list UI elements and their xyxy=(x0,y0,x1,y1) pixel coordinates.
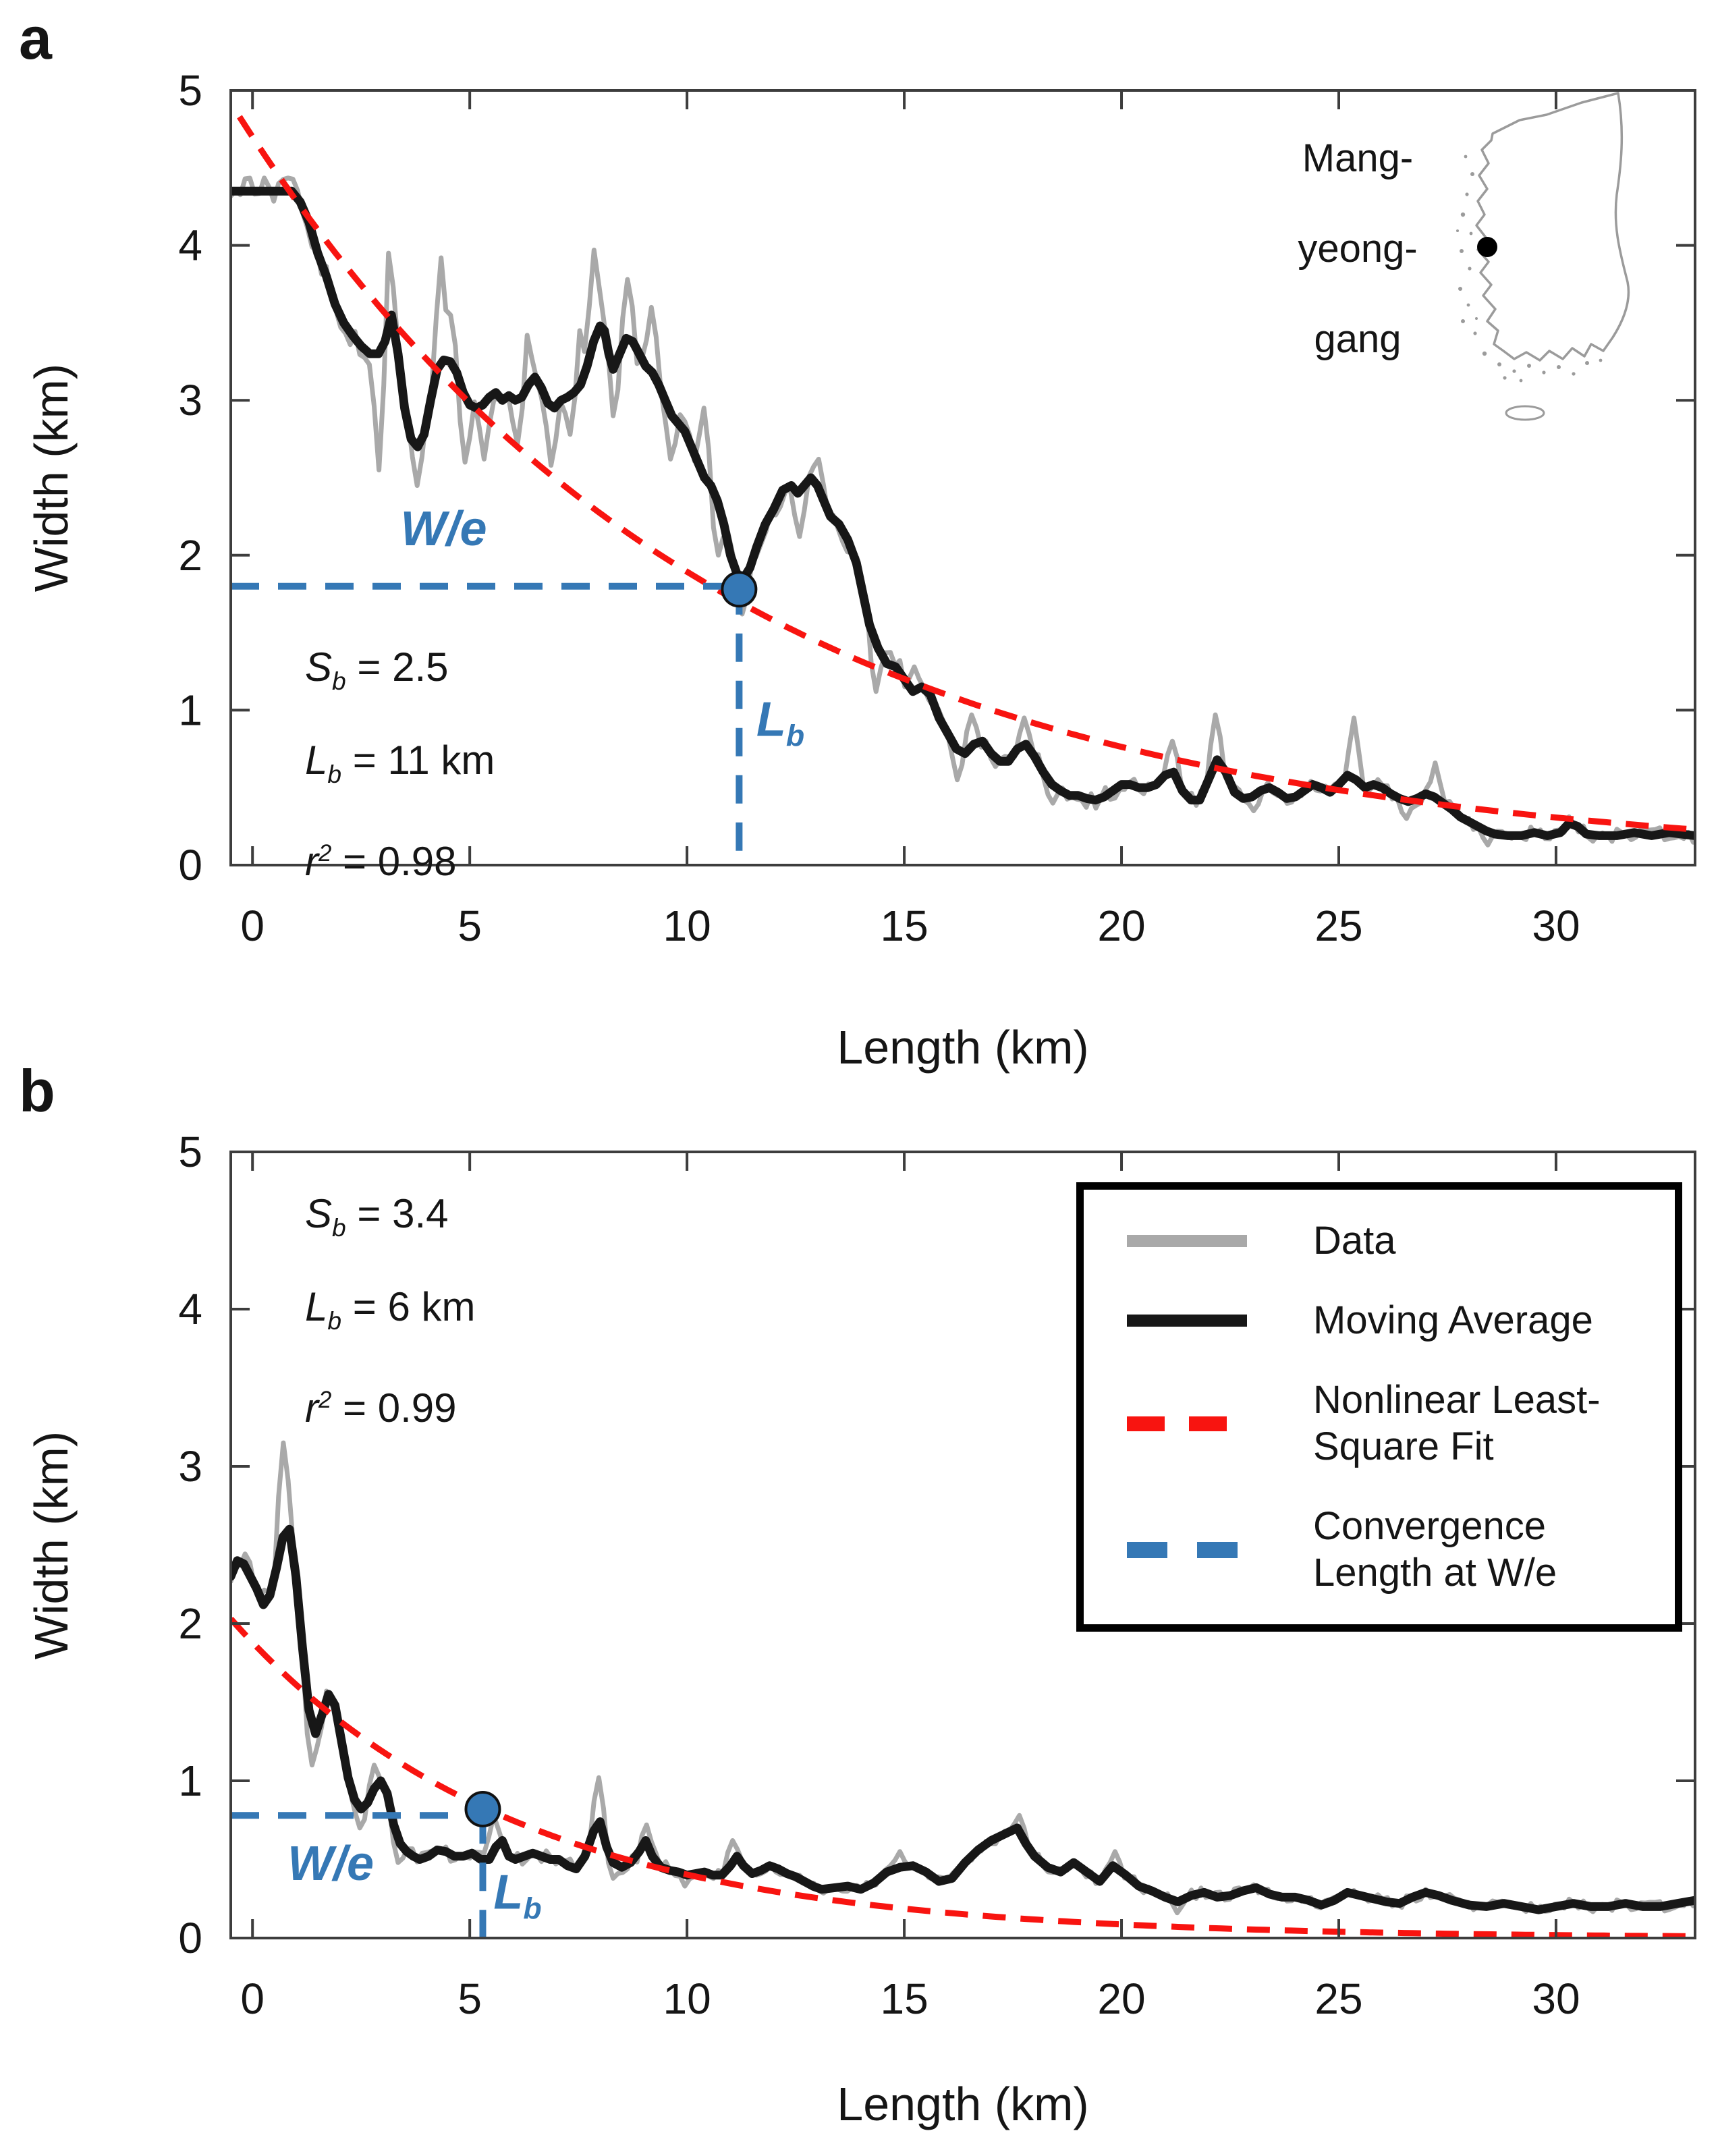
svg-text:3: 3 xyxy=(178,1442,202,1491)
svg-text:5: 5 xyxy=(458,1974,482,2023)
svg-text:0: 0 xyxy=(240,1974,265,2023)
convergence-line-sample xyxy=(1127,1541,1247,1558)
svg-text:2: 2 xyxy=(178,531,202,580)
svg-text:1: 1 xyxy=(178,1757,202,1805)
svg-text:4: 4 xyxy=(178,221,202,270)
svg-text:0: 0 xyxy=(240,902,265,950)
panel-a-y-axis-label: Width (km) xyxy=(25,363,78,592)
svg-text:0: 0 xyxy=(178,1914,202,1962)
svg-text:15: 15 xyxy=(880,902,928,950)
svg-text:30: 30 xyxy=(1532,1974,1580,2023)
svg-text:5: 5 xyxy=(458,902,482,950)
panel-b-stats: Sb = 3.4 Lb = 6 km r2 = 0.99 xyxy=(305,1174,475,1448)
moving-average-line-sample xyxy=(1127,1315,1247,1327)
svg-text:20: 20 xyxy=(1097,902,1145,950)
lb-annotation-a: Lb xyxy=(756,692,805,753)
lb-annotation-b: Lb xyxy=(493,1865,542,1926)
coastline-outline xyxy=(1475,92,1630,362)
stat-r2: r2 = 0.99 xyxy=(305,1385,457,1431)
legend-item-data: Data xyxy=(1103,1218,1661,1264)
legend-item-moving-average: Moving Average xyxy=(1103,1298,1661,1344)
svg-text:15: 15 xyxy=(880,1974,928,2023)
svg-text:0: 0 xyxy=(178,841,202,889)
svg-text:20: 20 xyxy=(1097,1974,1145,2023)
island-dots xyxy=(1456,155,1603,421)
legend-box: Data Moving Average Nonlinear Least- Squa… xyxy=(1076,1182,1682,1632)
panel-b-y-axis-label: Width (km) xyxy=(25,1431,78,1660)
stat-sb: Sb = 2.5 xyxy=(305,644,449,695)
inset-map-label: Mang- yeong- gang xyxy=(1298,136,1418,361)
svg-text:5: 5 xyxy=(178,1128,202,1176)
stat-lb: Lb = 6 km xyxy=(305,1284,476,1335)
fit-line-sample xyxy=(1127,1416,1247,1431)
panel-b-x-axis-label: Length (km) xyxy=(837,2078,1089,2130)
we-annotation-b: W/e xyxy=(287,1837,375,1891)
legend-item-convergence: Convergence Length at W/e xyxy=(1103,1503,1661,1596)
panel-a-letter: a xyxy=(19,5,52,72)
legend-item-nonlinear-fit: Nonlinear Least- Square Fit xyxy=(1103,1377,1661,1470)
svg-text:2: 2 xyxy=(178,1599,202,1648)
svg-text:10: 10 xyxy=(663,902,711,950)
svg-text:5: 5 xyxy=(178,66,202,115)
svg-text:1: 1 xyxy=(178,686,202,734)
mangyeonggang-location-marker xyxy=(1477,237,1497,257)
korea-inset-map xyxy=(1456,92,1630,421)
stat-sb: Sb = 3.4 xyxy=(305,1191,449,1242)
panel-b-letter: b xyxy=(19,1057,55,1124)
svg-text:10: 10 xyxy=(663,1974,711,2023)
svg-text:30: 30 xyxy=(1532,902,1580,950)
svg-text:4: 4 xyxy=(178,1285,202,1333)
svg-text:3: 3 xyxy=(178,376,202,424)
we-annotation-a: W/e xyxy=(400,501,487,556)
data-line-sample xyxy=(1127,1235,1247,1248)
panel-a-stats: Sb = 2.5 Lb = 11 km r2 = 0.98 xyxy=(305,628,495,902)
svg-text:25: 25 xyxy=(1314,902,1362,950)
panel-a-x-axis-label: Length (km) xyxy=(837,1021,1089,1074)
stat-r2: r2 = 0.98 xyxy=(305,839,457,884)
stat-lb: Lb = 11 km xyxy=(305,738,495,788)
svg-text:25: 25 xyxy=(1314,1974,1362,2023)
